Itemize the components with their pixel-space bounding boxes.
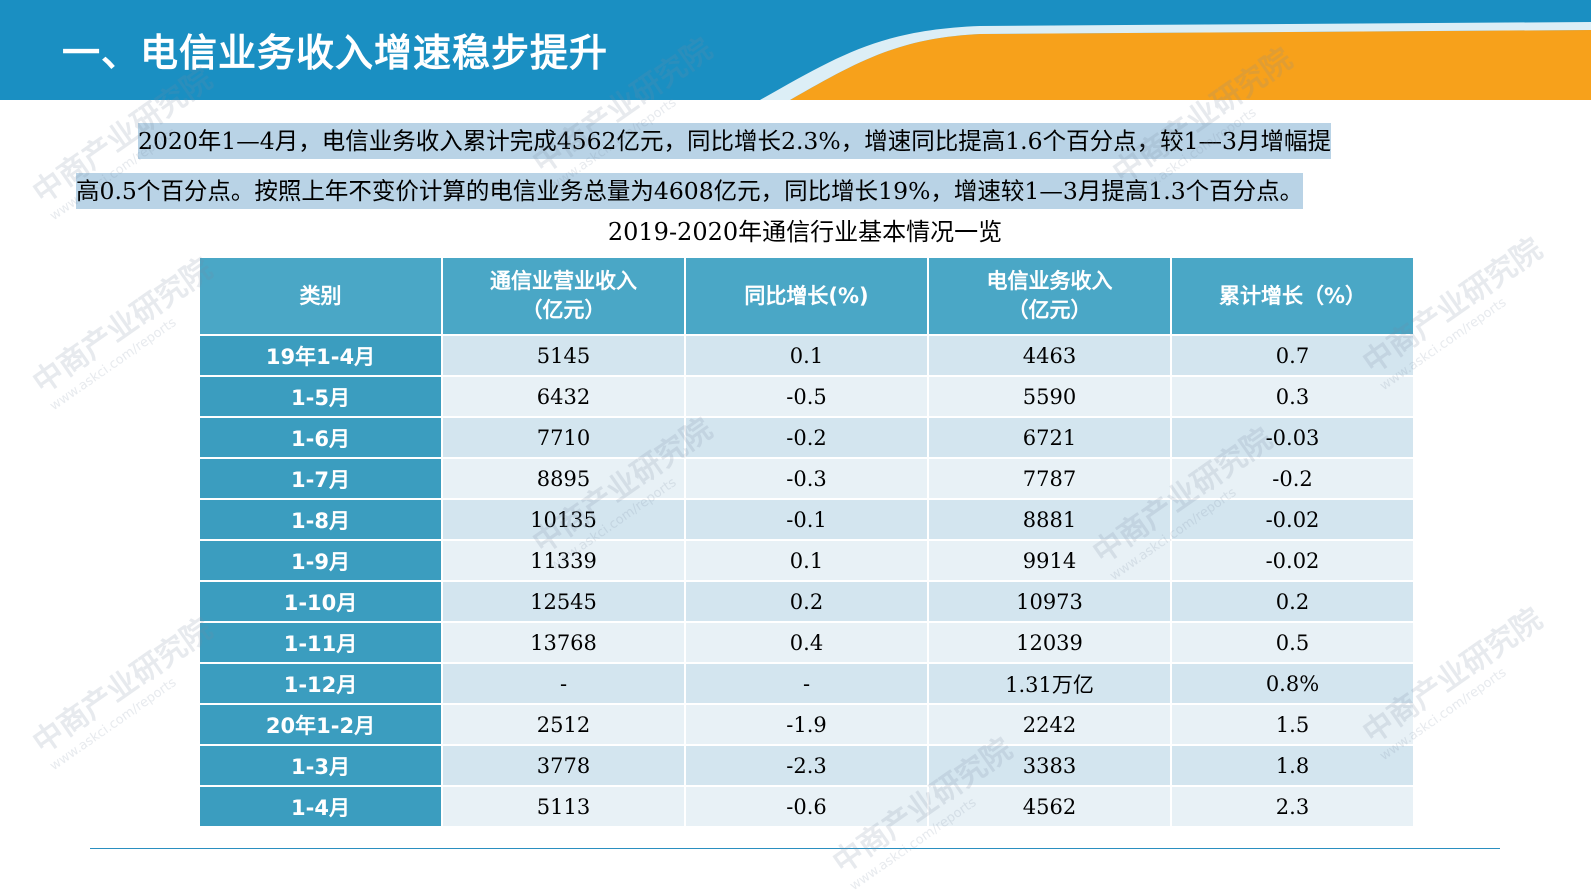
table-row: 1-12月 - - 1.31万亿 0.8% bbox=[198, 662, 1415, 705]
cell-revenue: 5145 bbox=[441, 334, 686, 377]
table-row: 1-8月 10135 -0.1 8881 -0.02 bbox=[198, 498, 1415, 541]
row-label: 20年1-2月 bbox=[198, 703, 443, 746]
cell-yoy: -0.3 bbox=[684, 457, 929, 500]
table-caption: 2019-2020年通信行业基本情况一览 bbox=[607, 218, 1003, 246]
cell-yoy: -0.1 bbox=[684, 498, 929, 541]
row-label: 1-11月 bbox=[198, 621, 443, 664]
cell-cumulative: 0.5 bbox=[1170, 621, 1415, 664]
cell-cumulative: 0.3 bbox=[1170, 375, 1415, 418]
cell-yoy: -0.6 bbox=[684, 785, 929, 828]
column-header-category: 类别 bbox=[198, 256, 443, 336]
cell-telecom: 2242 bbox=[927, 703, 1172, 746]
cell-telecom: 7787 bbox=[927, 457, 1172, 500]
cell-revenue: 10135 bbox=[441, 498, 686, 541]
cell-telecom: 4562 bbox=[927, 785, 1172, 828]
header-orange-wave bbox=[760, 22, 1591, 100]
table-row: 1-9月 11339 0.1 9914 -0.02 bbox=[198, 539, 1415, 582]
cell-cumulative: 0.8% bbox=[1170, 662, 1415, 705]
cell-telecom: 12039 bbox=[927, 621, 1172, 664]
bottom-divider bbox=[90, 848, 1500, 849]
cell-revenue: 6432 bbox=[441, 375, 686, 418]
header-banner: 一、电信业务收入增速稳步提升 bbox=[0, 0, 1591, 100]
cell-revenue: 5113 bbox=[441, 785, 686, 828]
cell-yoy: 0.4 bbox=[684, 621, 929, 664]
cell-telecom: 9914 bbox=[927, 539, 1172, 582]
cell-revenue: 3778 bbox=[441, 744, 686, 787]
cell-cumulative: -0.02 bbox=[1170, 498, 1415, 541]
cell-cumulative: -0.03 bbox=[1170, 416, 1415, 459]
row-label: 19年1-4月 bbox=[198, 334, 443, 377]
row-label: 1-10月 bbox=[198, 580, 443, 623]
cell-telecom: 4463 bbox=[927, 334, 1172, 377]
table-row: 1-4月 5113 -0.6 4562 2.3 bbox=[198, 785, 1415, 828]
table-header-row: 类别 通信业营业收入 （亿元） 同比增长(%) 电信业务收入 （亿元） 累计增长（%… bbox=[198, 256, 1415, 336]
cell-telecom: 5590 bbox=[927, 375, 1172, 418]
cell-cumulative: 1.5 bbox=[1170, 703, 1415, 746]
cell-revenue: 8895 bbox=[441, 457, 686, 500]
row-label: 1-9月 bbox=[198, 539, 443, 582]
cell-revenue: 2512 bbox=[441, 703, 686, 746]
row-label: 1-6月 bbox=[198, 416, 443, 459]
paragraph-line-1: 2020年1—4月，电信业务收入累计完成4562亿元，同比增长2.3%，增速同比… bbox=[138, 123, 1331, 159]
cell-cumulative: 0.2 bbox=[1170, 580, 1415, 623]
cell-telecom: 10973 bbox=[927, 580, 1172, 623]
cell-yoy: -0.5 bbox=[684, 375, 929, 418]
cell-revenue: 12545 bbox=[441, 580, 686, 623]
column-header-telecom-revenue: 电信业务收入 （亿元） bbox=[927, 256, 1172, 336]
row-label: 1-3月 bbox=[198, 744, 443, 787]
cell-revenue: - bbox=[441, 662, 686, 705]
cell-revenue: 11339 bbox=[441, 539, 686, 582]
table-row: 1-10月 12545 0.2 10973 0.2 bbox=[198, 580, 1415, 623]
cell-telecom: 3383 bbox=[927, 744, 1172, 787]
row-label: 1-5月 bbox=[198, 375, 443, 418]
row-label: 1-12月 bbox=[198, 662, 443, 705]
cell-yoy: -2.3 bbox=[684, 744, 929, 787]
column-header-revenue: 通信业营业收入 （亿元） bbox=[441, 256, 686, 336]
cell-yoy: -0.2 bbox=[684, 416, 929, 459]
cell-revenue: 13768 bbox=[441, 621, 686, 664]
cell-yoy: 0.1 bbox=[684, 334, 929, 377]
cell-yoy: -1.9 bbox=[684, 703, 929, 746]
table-row: 1-5月 6432 -0.5 5590 0.3 bbox=[198, 375, 1415, 418]
cell-telecom: 8881 bbox=[927, 498, 1172, 541]
column-header-yoy: 同比增长(%) bbox=[684, 256, 929, 336]
cell-yoy: - bbox=[684, 662, 929, 705]
table-row: 1-11月 13768 0.4 12039 0.5 bbox=[198, 621, 1415, 664]
cell-telecom: 1.31万亿 bbox=[927, 662, 1172, 705]
cell-cumulative: 0.7 bbox=[1170, 334, 1415, 377]
row-label: 1-4月 bbox=[198, 785, 443, 828]
summary-paragraph: 2020年1—4月，电信业务收入累计完成4562亿元，同比增长2.3%，增速同比… bbox=[76, 116, 1516, 216]
cell-telecom: 6721 bbox=[927, 416, 1172, 459]
table-row: 1-6月 7710 -0.2 6721 -0.03 bbox=[198, 416, 1415, 459]
cell-cumulative: 1.8 bbox=[1170, 744, 1415, 787]
table-row: 19年1-4月 5145 0.1 4463 0.7 bbox=[198, 334, 1415, 377]
cell-cumulative: -0.02 bbox=[1170, 539, 1415, 582]
row-label: 1-8月 bbox=[198, 498, 443, 541]
paragraph-line-2: 高0.5个百分点。按照上年不变价计算的电信业务总量为4608亿元，同比增长19%… bbox=[76, 173, 1304, 209]
cell-cumulative: -0.2 bbox=[1170, 457, 1415, 500]
table-row: 1-3月 3778 -2.3 3383 1.8 bbox=[198, 744, 1415, 787]
page-title: 一、电信业务收入增速稳步提升 bbox=[62, 31, 609, 75]
cell-yoy: 0.1 bbox=[684, 539, 929, 582]
table-row: 1-7月 8895 -0.3 7787 -0.2 bbox=[198, 457, 1415, 500]
cell-revenue: 7710 bbox=[441, 416, 686, 459]
cell-yoy: 0.2 bbox=[684, 580, 929, 623]
column-header-cumulative-growth: 累计增长（%） bbox=[1170, 256, 1415, 336]
table-row: 20年1-2月 2512 -1.9 2242 1.5 bbox=[198, 703, 1415, 746]
data-table: 类别 通信业营业收入 （亿元） 同比增长(%) 电信业务收入 （亿元） 累计增长（%… bbox=[198, 256, 1415, 828]
cell-cumulative: 2.3 bbox=[1170, 785, 1415, 828]
row-label: 1-7月 bbox=[198, 457, 443, 500]
